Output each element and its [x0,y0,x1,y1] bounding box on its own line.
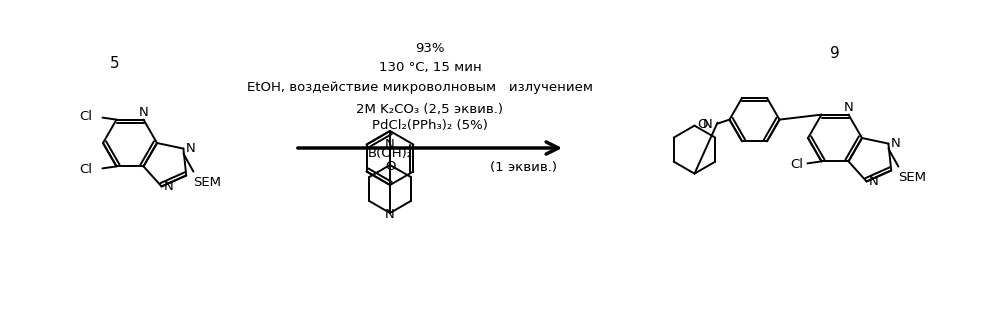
Text: O: O [385,160,396,173]
Text: 93%: 93% [416,42,445,55]
Text: N: N [868,175,878,188]
Text: N: N [164,180,173,193]
Text: N: N [843,101,853,114]
Text: N: N [386,208,395,221]
Text: Cl: Cl [790,158,803,171]
Text: 9: 9 [830,46,840,61]
Text: N: N [186,142,195,155]
Text: O: O [697,118,708,131]
Text: N: N [702,118,712,131]
Text: SEM: SEM [194,176,222,189]
Text: PdCl₂(PPh₃)₂ (5%): PdCl₂(PPh₃)₂ (5%) [372,119,488,132]
Text: N: N [386,138,395,151]
Text: SEM: SEM [898,171,926,184]
Text: Cl: Cl [80,110,93,123]
Text: 130 °C, 15 мин: 130 °C, 15 мин [379,62,482,75]
Text: 5: 5 [110,56,120,71]
Text: N: N [139,106,149,119]
Text: 2M K₂CO₃ (2,5 эквив.): 2M K₂CO₃ (2,5 эквив.) [357,103,503,116]
Text: N: N [890,137,900,150]
Text: EtOH, воздействие микроволновым   излучением: EtOH, воздействие микроволновым излучени… [247,82,593,95]
Text: Cl: Cl [80,163,93,176]
Text: (1 эквив.): (1 эквив.) [490,162,557,174]
Text: B(OH)₂: B(OH)₂ [368,147,413,160]
